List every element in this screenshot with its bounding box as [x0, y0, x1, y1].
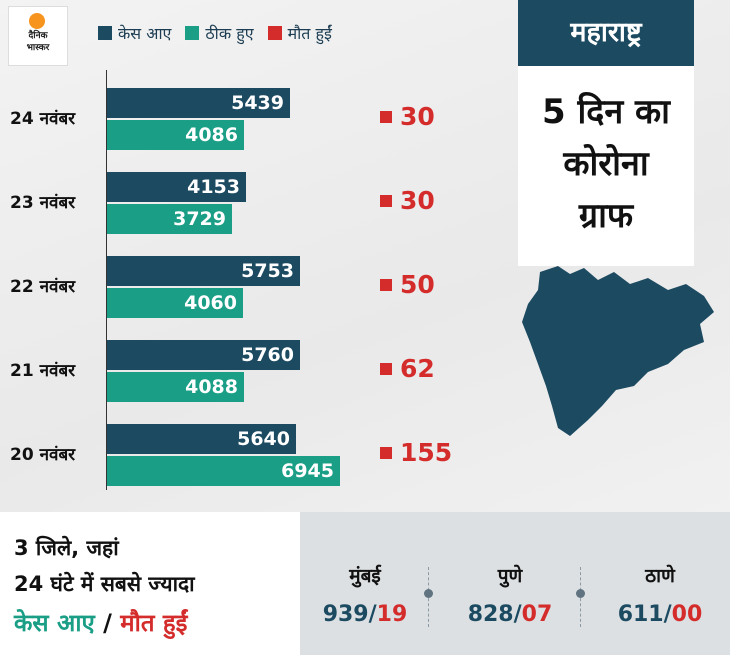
deaths-label: 50 [380, 270, 435, 299]
legend-swatch [267, 26, 282, 40]
bar-recovered: 6945 [107, 456, 340, 486]
caption-deaths: मौत हुईं [120, 609, 188, 637]
city-value-pune: 828/07 [467, 602, 553, 627]
side-panel: महाराष्ट्र 5 दिन का कोरोना ग्राफ [518, 0, 730, 490]
bar-recovered: 4060 [107, 288, 243, 318]
deaths-marker [380, 110, 392, 123]
deaths-label: 62 [380, 354, 435, 383]
legend-swatch [98, 26, 112, 40]
bar-recovered: 4088 [107, 372, 244, 402]
bottom-caption: 3 जिले, जहां 24 घंटे में सबसे ज्यादा केस… [0, 512, 300, 655]
city-cases: 611 [617, 602, 664, 627]
city-name-thane: ठाणे [645, 565, 675, 587]
legend-label: केस आए [118, 24, 172, 43]
deaths-label: 30 [380, 102, 435, 131]
deaths-value: 30 [400, 186, 435, 215]
divider [576, 567, 585, 627]
day-label: 23 नवंबर [10, 193, 76, 213]
city-deaths: 00 [671, 602, 703, 627]
day-label: 21 नवंबर [10, 361, 76, 381]
bar-cases: 5760 [107, 340, 300, 370]
deaths-value: 30 [400, 102, 435, 131]
divider [424, 567, 433, 627]
headline-card: 5 दिन का कोरोना ग्राफ [518, 66, 694, 266]
legend-label: मौत हुईं [287, 24, 332, 43]
maharashtra-map-icon [522, 266, 714, 436]
legend-item-cases: केस आए [98, 22, 171, 44]
caption-line1: 3 जिले, जहां [14, 536, 119, 560]
city-value-thane: 611/00 [617, 602, 703, 627]
legend: केस आए ठीक हुए मौत हुईं [98, 22, 332, 44]
caption-separator: / [94, 609, 121, 637]
headline-line2: कोरोना [563, 144, 649, 184]
logo-line1: दैनिक [28, 31, 48, 41]
deaths-marker [380, 446, 392, 459]
city-value-mumbai: 939/19 [322, 602, 408, 627]
logo-line2: भास्कर [26, 43, 50, 53]
deaths-value: 62 [400, 354, 435, 383]
day-label: 22 नवंबर [10, 277, 76, 297]
sun-icon [29, 13, 45, 29]
deaths-marker [380, 278, 392, 291]
deaths-value: 155 [400, 438, 453, 467]
bar-cases: 4153 [107, 172, 246, 202]
deaths-marker [380, 194, 392, 207]
axis-line [106, 70, 107, 490]
headline-line3: ग्राफ [578, 196, 634, 236]
legend-item-deaths: मौत हुईं [267, 22, 332, 44]
city-name-pune: पुणे [497, 565, 523, 587]
state-title: महाराष्ट्र [518, 0, 694, 66]
city-deaths: 19 [376, 602, 408, 627]
legend-item-recovered: ठीक हुए [185, 22, 254, 44]
caption-line2: 24 घंटे में सबसे ज्यादा [14, 572, 195, 596]
brand-logo: दैनिक भास्कर [8, 6, 68, 66]
deaths-marker [380, 362, 392, 375]
bar-cases: 5640 [107, 424, 296, 454]
headline-line1: 5 दिन का [542, 92, 670, 132]
bar-cases: 5439 [107, 88, 290, 118]
bar-recovered: 3729 [107, 204, 232, 234]
legend-swatch [185, 26, 200, 40]
city-deaths: 07 [521, 602, 553, 627]
deaths-label: 30 [380, 186, 435, 215]
bar-recovered: 4086 [107, 120, 244, 150]
caption-line3: केस आए / मौत हुईं [14, 606, 187, 639]
deaths-value: 50 [400, 270, 435, 299]
day-label: 24 नवंबर [10, 109, 76, 129]
caption-cases: केस आए [14, 609, 95, 637]
day-label: 20 नवंबर [10, 445, 76, 465]
city-cases: 939 [322, 602, 369, 627]
deaths-label: 155 [380, 438, 452, 467]
bar-cases: 5753 [107, 256, 300, 286]
city-name-mumbai: मुंबई [349, 565, 381, 587]
city-cases: 828 [467, 602, 514, 627]
bottom-section: 3 जिले, जहां 24 घंटे में सबसे ज्यादा केस… [0, 512, 730, 655]
legend-label: ठीक हुए [205, 24, 254, 43]
